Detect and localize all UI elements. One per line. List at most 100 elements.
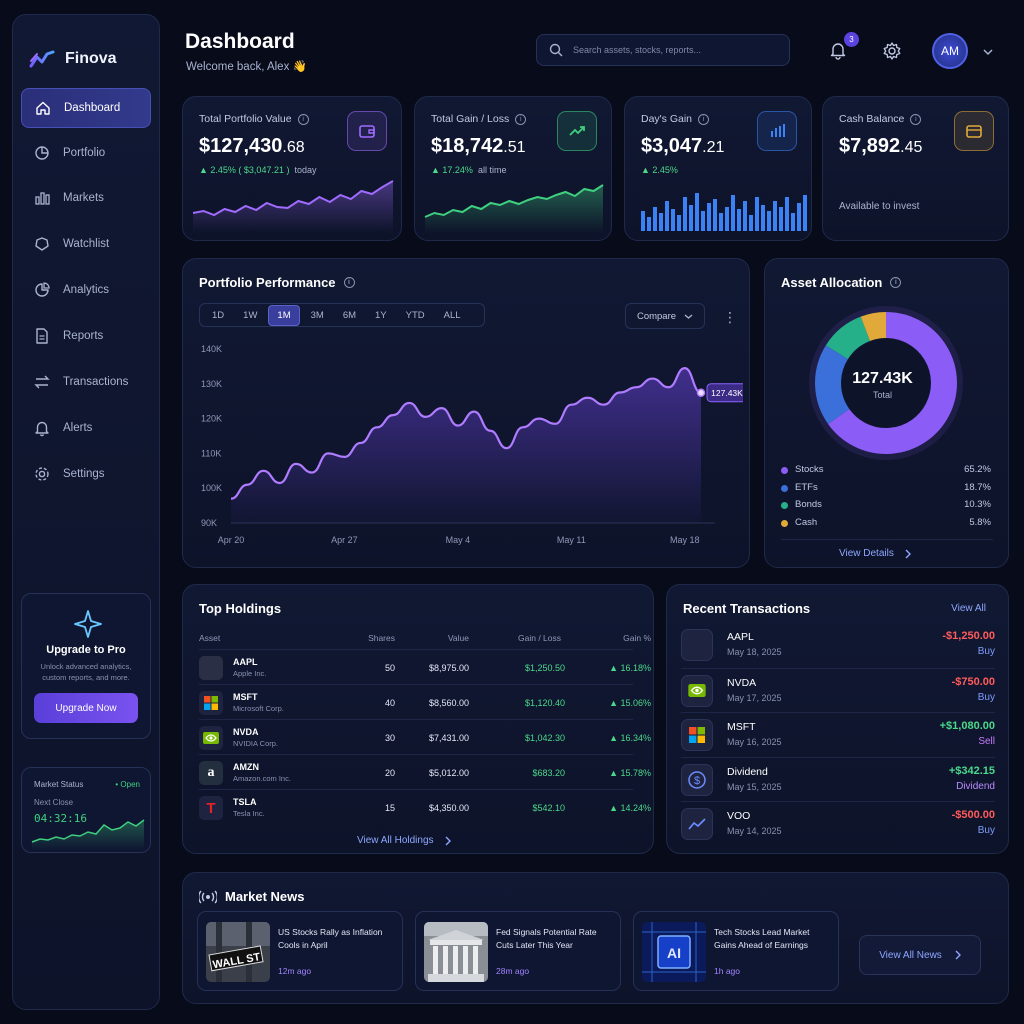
holding-value: $4,350.00 <box>428 803 469 813</box>
donut-slice-cash[interactable] <box>860 312 887 342</box>
transaction-type: Buy <box>977 825 995 836</box>
range-tab-ytd[interactable]: YTD <box>405 309 425 321</box>
performance-title-text: Portfolio Performance <box>199 275 336 290</box>
legend-value: 18.7% <box>964 481 991 493</box>
more-options-icon[interactable]: ⋮ <box>723 309 737 325</box>
view-details-link[interactable]: View Details <box>839 548 911 559</box>
chevron-down-icon <box>684 314 693 319</box>
current-value-label: 127.43K <box>711 388 743 398</box>
holding-gain-pct: ▲ 15.78% <box>609 768 651 778</box>
news-time: 12m ago <box>278 966 312 976</box>
performance-area <box>231 368 701 523</box>
holding-gain: $1,042.30 <box>524 733 565 743</box>
range-tab-all[interactable]: ALL <box>443 309 461 321</box>
upgrade-now-button[interactable]: Upgrade Now <box>34 693 138 723</box>
card-icon <box>966 125 982 138</box>
sidebar-item-markets[interactable]: Markets <box>21 178 151 218</box>
info-icon[interactable]: i <box>910 113 922 125</box>
market-open-badge: • Open <box>115 780 140 789</box>
range-tab-3m[interactable]: 3M <box>310 309 324 321</box>
stat-value-decimal: .51 <box>503 139 526 156</box>
legend-label: Stocks <box>795 464 824 475</box>
sidebar-item-watchlist[interactable]: Watchlist <box>21 224 151 264</box>
view-all-news-button[interactable]: View All News <box>859 935 981 975</box>
holding-symbol: AAPL <box>233 657 258 667</box>
range-tab-6m[interactable]: 6M <box>342 309 357 321</box>
search-input[interactable] <box>573 45 773 55</box>
donut-slice-etfs[interactable] <box>815 345 850 425</box>
list-item[interactable]: NVDA May 17, 2025 -$750.00 Buy <box>681 667 995 712</box>
settings-button[interactable] <box>882 41 902 66</box>
day-gain-bar <box>689 205 693 231</box>
sidebar-item-alerts[interactable]: Alerts <box>21 408 151 448</box>
info-icon[interactable]: i <box>890 277 902 288</box>
info-icon[interactable]: i <box>297 113 309 125</box>
day-gain-bars <box>641 193 807 231</box>
view-all-transactions-link[interactable]: View All <box>951 603 986 614</box>
stat-change: ▲ 17.24% all time <box>431 165 506 175</box>
range-tab-1y[interactable]: 1Y <box>375 309 387 321</box>
next-close-label: Next Close <box>34 798 74 807</box>
range-tab-1d[interactable]: 1D <box>212 309 225 321</box>
upgrade-subtitle: Unlock advanced analytics, custom report… <box>40 662 132 682</box>
trend-up-badge <box>557 111 597 151</box>
list-item[interactable]: VOO May 14, 2025 -$500.00 Buy <box>681 801 995 845</box>
table-row[interactable]: T TSLA Tesla Inc. 15 $4,350.00 $542.10 ▲ 14.24… <box>199 789 651 824</box>
sidebar-item-label: Watchlist <box>63 238 110 250</box>
transaction-amount: -$750.00 <box>951 675 995 688</box>
news-card[interactable]: Fed Signals Potential Rate Cuts Later Th… <box>415 911 621 991</box>
bars-badge <box>757 111 797 151</box>
sidebar-item-settings[interactable]: Settings <box>21 454 151 494</box>
stat-value-main: $127,430 <box>199 135 283 157</box>
sidebar-item-label: Alerts <box>63 422 93 434</box>
allocation-donut-chart <box>809 306 963 460</box>
table-row[interactable]: a AMZN Amazon.com Inc. 20 $5,012.00 $683.20 ▲ … <box>199 754 651 789</box>
day-gain-bar <box>659 213 663 231</box>
range-tab-1m[interactable]: 1M <box>268 304 300 326</box>
holding-gain-pct: ▲ 16.34% <box>609 733 651 743</box>
view-all-holdings-link[interactable]: View All Holdings <box>357 835 451 846</box>
donut-slice-stocks[interactable] <box>828 312 957 454</box>
sidebar-item-transactions[interactable]: Transactions <box>21 362 151 402</box>
table-row[interactable]: AAPL Apple Inc. 50 $8,975.00 $1,250.50 ▲ 16.1… <box>199 649 651 684</box>
transaction-name: Dividend <box>727 765 768 778</box>
day-gain-bar <box>785 197 789 231</box>
news-card[interactable]: AI Tech Stocks Lead Market Gains Ahead of… <box>633 911 839 991</box>
list-item[interactable]: $ Dividend May 15, 2025 +$342.15 Dividend <box>681 756 995 801</box>
range-tab-1w[interactable]: 1W <box>243 309 258 321</box>
day-gain-bar <box>707 203 711 231</box>
sidebar-item-analytics[interactable]: Analytics <box>21 270 151 310</box>
holding-value: $7,431.00 <box>428 733 469 743</box>
stat-value-decimal: .45 <box>900 139 923 156</box>
sidebar-item-portfolio[interactable]: Portfolio <box>21 133 151 173</box>
news-card[interactable]: WALL ST US Stocks Rally as Inflation Cool… <box>197 911 403 991</box>
notifications-button[interactable]: 3 <box>828 32 859 62</box>
list-item[interactable]: AAPL May 18, 2025 -$1,250.00 Buy <box>681 623 995 667</box>
list-item[interactable]: MSFT May 16, 2025 +$1,080.00 Sell <box>681 712 995 756</box>
legend-dot <box>781 467 788 474</box>
table-row[interactable]: MSFT Microsoft Corp. 40 $8,560.00 $1,120.40 ▲… <box>199 684 651 719</box>
stat-value: $127,430.68 <box>199 135 305 158</box>
donut-slice-bonds[interactable] <box>825 316 871 360</box>
day-gain-bar <box>695 193 699 231</box>
range-tabs: 1D 1W 1M 3M 6M 1Y YTD ALL <box>199 303 485 327</box>
market-status-card: Market Status • Open Next Close 04:32:16 <box>21 767 151 853</box>
sidebar-item-dashboard[interactable]: Dashboard <box>21 88 151 128</box>
compare-dropdown[interactable]: Compare <box>625 303 705 329</box>
info-icon[interactable]: i <box>515 113 527 125</box>
stat-label: Total Portfolio Value i <box>199 113 309 125</box>
y-tick-label: 120K <box>201 414 222 424</box>
info-icon[interactable]: i <box>343 277 355 288</box>
info-icon[interactable]: i <box>698 113 710 125</box>
table-row[interactable]: NVDA NVIDIA Corp. 30 $7,431.00 $1,042.30 ▲ 16… <box>199 719 651 754</box>
search-bar[interactable] <box>536 34 790 66</box>
sidebar-item-reports[interactable]: Reports <box>21 316 151 356</box>
sidebar-item-label: Portfolio <box>63 147 106 159</box>
current-point[interactable] <box>696 388 706 397</box>
app-logo[interactable]: Finova <box>29 49 117 69</box>
day-gain-bar <box>683 197 687 231</box>
chevron-down-icon[interactable] <box>982 47 994 57</box>
microsoft-logo-icon <box>681 719 713 751</box>
day-gain-bar <box>671 209 675 231</box>
avatar[interactable]: AM <box>932 33 968 69</box>
